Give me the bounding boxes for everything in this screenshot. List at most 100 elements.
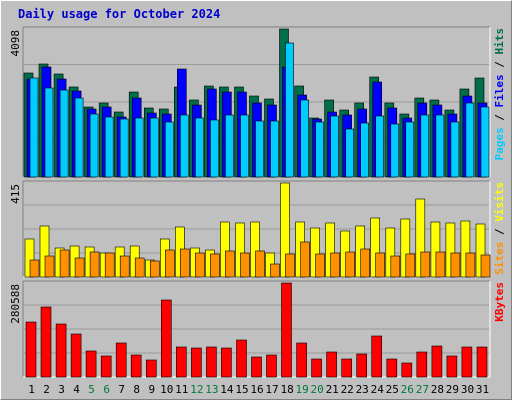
x-tick-day-3: 3 xyxy=(58,383,65,396)
sites-visits-bar-sites-day-2 xyxy=(44,255,55,278)
sites-visits-bar-sites-day-9 xyxy=(150,260,160,278)
x-tick-day-5: 5 xyxy=(88,383,95,396)
sites-visits-bar-sites-day-15 xyxy=(240,252,250,278)
x-tick-day-11: 11 xyxy=(175,383,188,396)
sites-visits-bar-sites-day-5 xyxy=(89,251,100,278)
x-tick-day-20: 20 xyxy=(310,383,323,396)
pages-files-hits-bar-pages-day-10 xyxy=(165,121,174,178)
pages-files-hits-bar-pages-day-26 xyxy=(405,121,415,178)
pages-files-hits-series-label: Pages / Files / Hits xyxy=(493,28,506,161)
sites-visits-label-separator: / xyxy=(493,222,506,242)
pages-files-hits-bar-pages-day-1 xyxy=(29,77,39,178)
x-tick-day-9: 9 xyxy=(148,383,155,396)
pages-files-hits-bar-pages-day-31 xyxy=(480,106,490,178)
x-tick-day-13: 13 xyxy=(205,383,218,396)
pages-files-hits-bar-pages-day-17 xyxy=(270,120,279,178)
pages-files-hits-bar-pages-day-7 xyxy=(119,118,129,178)
x-tick-day-1: 1 xyxy=(28,383,35,396)
kbytes-ymax-label: 280588 xyxy=(9,284,22,324)
pages-files-hits-bar-pages-day-3 xyxy=(59,89,69,178)
x-tick-day-10: 10 xyxy=(160,383,173,396)
kbytes-bar-kbytes-day-25 xyxy=(386,358,398,378)
pages-files-hits-label-pages: Pages xyxy=(493,127,506,160)
sites-visits-bar-sites-day-4 xyxy=(74,257,85,278)
sites-visits-bar-sites-day-31 xyxy=(480,254,491,278)
sites-visits-bar-visits-day-15 xyxy=(235,222,245,278)
kbytes-bar-kbytes-day-28 xyxy=(431,345,443,378)
sites-visits-series-label: Sites / Visits xyxy=(493,182,506,275)
kbytes-bar-kbytes-day-12 xyxy=(191,347,202,378)
sites-visits-bar-visits-day-1 xyxy=(24,238,35,278)
pages-files-hits-bar-pages-day-5 xyxy=(89,113,99,178)
x-tick-day-22: 22 xyxy=(341,383,354,396)
x-tick-day-26: 26 xyxy=(401,383,414,396)
sites-visits-bar-sites-day-11 xyxy=(180,248,190,278)
pages-files-hits-ymax-label: 4098 xyxy=(9,30,22,57)
sites-visits-bar-sites-day-16 xyxy=(255,250,265,278)
x-tick-day-25: 25 xyxy=(386,383,399,396)
kbytes-bar-kbytes-day-21 xyxy=(326,351,337,378)
kbytes-bar-kbytes-day-27 xyxy=(416,351,428,378)
kbytes-bar-kbytes-day-18 xyxy=(281,282,292,378)
pages-files-hits-bar-pages-day-21 xyxy=(330,115,339,178)
sites-visits-label-sites: Sites xyxy=(493,242,506,275)
pages-files-hits-bar-pages-day-24 xyxy=(375,115,385,178)
pages-files-hits-label-separator: / xyxy=(493,108,506,128)
pages-files-hits-label-hits: Hits xyxy=(493,28,506,55)
sites-visits-bar-visits-day-27 xyxy=(415,198,426,278)
pages-files-hits-label-files: Files xyxy=(493,74,506,107)
kbytes-bar-kbytes-day-8 xyxy=(130,354,142,378)
kbytes-bar-kbytes-day-31 xyxy=(476,346,488,378)
kbytes-bar-kbytes-day-1 xyxy=(25,321,37,378)
kbytes-bar-kbytes-day-22 xyxy=(341,358,353,378)
sites-visits-bar-sites-day-30 xyxy=(465,252,476,278)
pages-files-hits-bar-pages-day-15 xyxy=(240,114,249,178)
x-tick-day-12: 12 xyxy=(190,383,203,396)
sites-visits-bar-visits-day-16 xyxy=(250,221,260,278)
sites-visits-bar-sites-day-25 xyxy=(390,255,401,278)
sites-visits-bar-visits-day-31 xyxy=(475,223,486,278)
x-tick-day-2: 2 xyxy=(43,383,50,396)
sites-visits-bar-visits-day-28 xyxy=(430,221,441,278)
sites-visits-bar-sites-day-21 xyxy=(330,252,340,278)
sites-visits-bar-visits-day-25 xyxy=(385,227,396,278)
sites-visits-bar-sites-day-20 xyxy=(315,253,325,278)
pages-files-hits-bar-pages-day-16 xyxy=(255,120,264,178)
kbytes-bar-kbytes-day-23 xyxy=(356,353,368,378)
pages-files-hits-label-separator: / xyxy=(493,55,506,75)
x-tick-day-29: 29 xyxy=(446,383,459,396)
kbytes-bar-kbytes-day-15 xyxy=(236,339,247,378)
sites-visits-bar-sites-day-3 xyxy=(59,249,70,278)
kbytes-series-label: KBytes xyxy=(493,282,506,322)
kbytes-bar-kbytes-day-24 xyxy=(371,335,383,378)
x-tick-day-23: 23 xyxy=(356,383,369,396)
pages-files-hits-bar-pages-day-12 xyxy=(195,117,204,178)
pages-files-hits-bar-pages-day-20 xyxy=(315,121,324,178)
x-tick-day-27: 27 xyxy=(416,383,429,396)
sites-visits-bar-sites-day-24 xyxy=(375,252,386,278)
x-tick-day-15: 15 xyxy=(235,383,248,396)
kbytes-bar-kbytes-day-19 xyxy=(296,342,307,378)
x-tick-day-28: 28 xyxy=(431,383,444,396)
sites-visits-bar-visits-day-30 xyxy=(460,220,471,278)
kbytes-bar-kbytes-day-20 xyxy=(311,358,322,378)
kbytes-bar-kbytes-day-4 xyxy=(70,333,82,378)
pages-files-hits-bar-pages-day-18 xyxy=(285,42,294,178)
sites-visits-bar-sites-day-13 xyxy=(210,253,220,278)
chart-title: Daily usage for October 2024 xyxy=(18,7,221,21)
sites-visits-bar-visits-day-26 xyxy=(400,218,411,278)
x-tick-day-18: 18 xyxy=(280,383,293,396)
pages-files-hits-bar-pages-day-8 xyxy=(134,117,144,178)
sites-visits-bar-visits-day-24 xyxy=(370,217,381,278)
x-tick-day-4: 4 xyxy=(73,383,80,396)
sites-visits-bar-sites-day-26 xyxy=(405,253,416,278)
pages-files-hits-bar-pages-day-14 xyxy=(225,114,234,178)
kbytes-bar-kbytes-day-5 xyxy=(85,350,97,378)
kbytes-label-kbytes: KBytes xyxy=(493,282,506,322)
kbytes-bar-kbytes-day-14 xyxy=(221,347,232,378)
sites-visits-bar-visits-day-20 xyxy=(310,227,320,278)
kbytes-bar-kbytes-day-2 xyxy=(40,306,52,378)
kbytes-bar-kbytes-day-13 xyxy=(206,346,217,378)
x-tick-day-24: 24 xyxy=(371,383,385,396)
